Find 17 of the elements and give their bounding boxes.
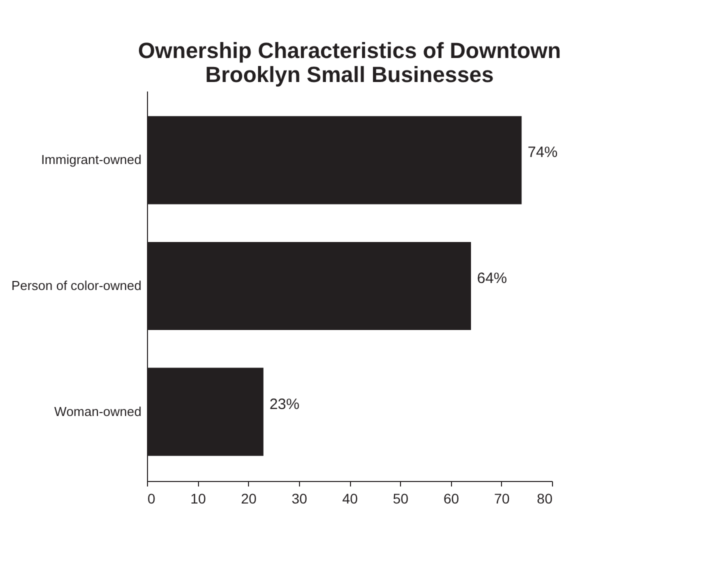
x-tick-label: 20 xyxy=(240,490,257,506)
y-tick-label: Person of color-owned xyxy=(11,278,142,293)
x-tick-label: 0 xyxy=(148,490,156,506)
data-label: 23% xyxy=(269,396,300,413)
x-tick-label: 50 xyxy=(392,490,409,506)
x-tick-label: 60 xyxy=(443,490,460,506)
data-label: 64% xyxy=(477,270,508,287)
x-tick-label: 70 xyxy=(494,490,510,506)
x-tick-label: 40 xyxy=(342,490,358,506)
y-tick-label: Woman-owned xyxy=(54,404,142,419)
x-tick-label: 80 xyxy=(536,490,553,506)
data-label: 74% xyxy=(528,144,558,162)
text: Brooklyn Small Businesses xyxy=(205,62,494,87)
x-tick-label: 10 xyxy=(190,490,206,506)
text: Ownership Characteristics of Downtown xyxy=(138,38,561,63)
y-tick-label: Immigrant-owned xyxy=(41,152,142,168)
x-tick-label: 30 xyxy=(292,490,308,506)
